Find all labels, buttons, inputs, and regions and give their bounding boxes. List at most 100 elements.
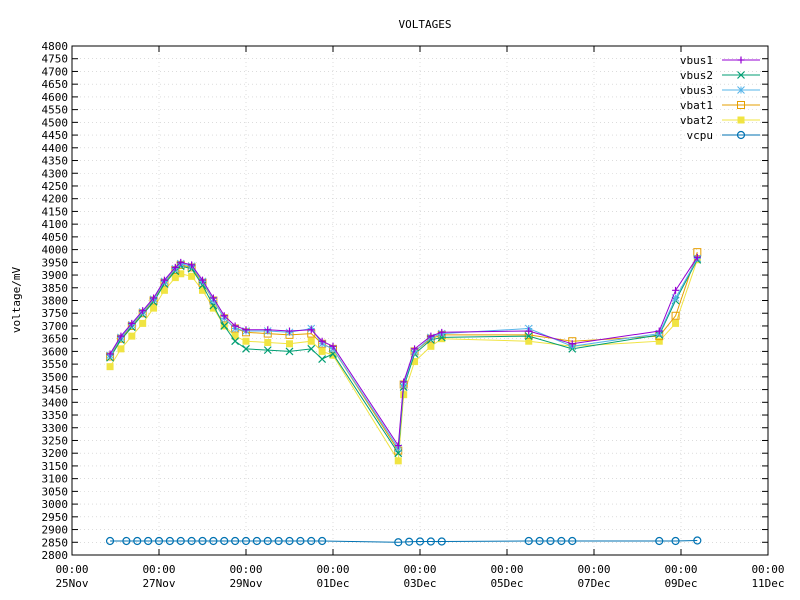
legend-marker-vbus2 xyxy=(737,71,745,79)
y-tick-label: 4300 xyxy=(42,167,69,180)
y-tick-label: 3350 xyxy=(42,409,69,422)
vcpu-point xyxy=(133,536,142,546)
y-tick-label: 4750 xyxy=(42,53,69,66)
y-tick-label: 3450 xyxy=(42,384,69,397)
y-tick-label: 4600 xyxy=(42,91,69,104)
series-vbat2 xyxy=(106,256,701,465)
vbus2-point xyxy=(318,355,327,363)
vbus1-point xyxy=(411,345,419,353)
series-vcpu xyxy=(105,536,702,547)
vcpu-point xyxy=(557,536,566,546)
y-tick-label: 4350 xyxy=(42,155,69,168)
vbus1-point xyxy=(318,337,326,345)
vbat2-point xyxy=(139,319,147,327)
vbat2-point xyxy=(394,457,402,465)
vbat2-point xyxy=(427,342,435,350)
x-tick-label-time: 00:00 xyxy=(316,563,349,576)
y-tick-label: 3200 xyxy=(42,447,69,460)
vbus1-point xyxy=(286,327,293,335)
vcpu-point xyxy=(546,536,555,546)
legend-marker-vbus3 xyxy=(737,86,745,94)
vcpu-point xyxy=(252,536,261,546)
vbus2-point xyxy=(307,344,316,353)
vbus2-point xyxy=(198,281,207,290)
vcpu-point xyxy=(165,536,174,546)
y-tick-label: 4050 xyxy=(42,231,69,244)
legend-marker-vbat1 xyxy=(737,101,745,109)
y-axis-label: voltage/mV xyxy=(10,267,23,334)
vbus1-point xyxy=(672,286,680,294)
vcpu-point xyxy=(296,536,305,546)
x-tick-label-time: 00:00 xyxy=(490,563,523,576)
vbus3-point xyxy=(671,294,680,302)
axes: 2800285029002950300030503100315032003250… xyxy=(42,40,785,590)
vbus3-line xyxy=(109,258,698,450)
legend: vbus1 vbus2 vbus3 vbat1 vbat2 vcpu xyxy=(680,54,760,142)
vbus1-point xyxy=(400,378,408,386)
vbus1-point xyxy=(394,442,402,450)
vcpu-line xyxy=(110,540,698,543)
y-tick-label: 2900 xyxy=(42,524,69,537)
legend-entry-vbus3 xyxy=(722,86,760,94)
vbus1-point xyxy=(438,328,446,336)
vbat2-point xyxy=(655,337,663,345)
vbus1-point xyxy=(525,327,533,335)
grid xyxy=(71,45,769,556)
y-tick-label: 4200 xyxy=(42,193,69,206)
y-tick-label: 4650 xyxy=(42,78,69,91)
legend-marker-vbus1 xyxy=(737,56,745,64)
vcpu-point xyxy=(209,536,218,546)
series-vbus2 xyxy=(106,255,702,458)
vcpu-point xyxy=(693,536,702,545)
x-tick-label-day: 29Nov xyxy=(229,577,262,590)
x-tick-label-time: 00:00 xyxy=(55,563,88,576)
vcpu-point xyxy=(122,536,131,546)
vcpu-point xyxy=(426,537,435,546)
vbat2-point xyxy=(128,332,136,340)
legend-marker-vcpu xyxy=(736,130,746,140)
vbus1-point xyxy=(128,319,136,327)
vcpu-point xyxy=(263,536,272,546)
vbat2-point xyxy=(242,337,250,345)
vbus1-point xyxy=(177,258,185,266)
vcpu-point xyxy=(655,536,664,546)
chart-title: VOLTAGES xyxy=(399,18,452,31)
x-tick-label-day: 01Dec xyxy=(316,577,349,590)
vcpu-point xyxy=(105,536,115,546)
vbat2-point xyxy=(400,391,408,399)
x-tick-label-day: 07Dec xyxy=(577,577,610,590)
y-tick-label: 3800 xyxy=(42,295,69,308)
y-tick-label: 3000 xyxy=(42,498,69,511)
vbus1-point xyxy=(139,307,147,315)
y-tick-label: 3700 xyxy=(42,320,69,333)
vbat1-line xyxy=(109,251,698,453)
y-tick-label: 4800 xyxy=(42,40,69,53)
vbat2-point xyxy=(329,351,337,359)
vbus2-point xyxy=(285,347,294,356)
vcpu-point xyxy=(568,536,577,546)
vbus1-point xyxy=(242,326,250,334)
vbat2-point xyxy=(177,270,185,278)
series-vbat1 xyxy=(106,248,702,455)
vcpu-point xyxy=(154,536,164,546)
vbat2-point xyxy=(411,358,419,366)
y-tick-label: 3900 xyxy=(42,269,69,282)
vbus2-point xyxy=(242,344,250,353)
vbat1-point xyxy=(671,311,680,320)
y-tick-label: 3950 xyxy=(42,256,69,269)
vbus1-point xyxy=(231,322,239,330)
vbus1-point xyxy=(199,276,206,284)
y-tick-label: 4400 xyxy=(42,142,69,155)
x-tick-label-day: 11Dec xyxy=(751,577,784,590)
legend-entry-vbat2 xyxy=(722,116,760,124)
vbat2-point xyxy=(160,286,168,294)
vbus2-point xyxy=(231,337,240,346)
vbat2-point xyxy=(209,304,217,312)
vcpu-point xyxy=(187,536,196,546)
vbus1-point xyxy=(427,332,435,340)
y-tick-label: 3150 xyxy=(42,460,69,473)
vbus1-point xyxy=(655,327,663,335)
vcpu-point xyxy=(307,536,316,546)
vcpu-point xyxy=(176,536,185,546)
vcpu-point xyxy=(394,538,403,547)
